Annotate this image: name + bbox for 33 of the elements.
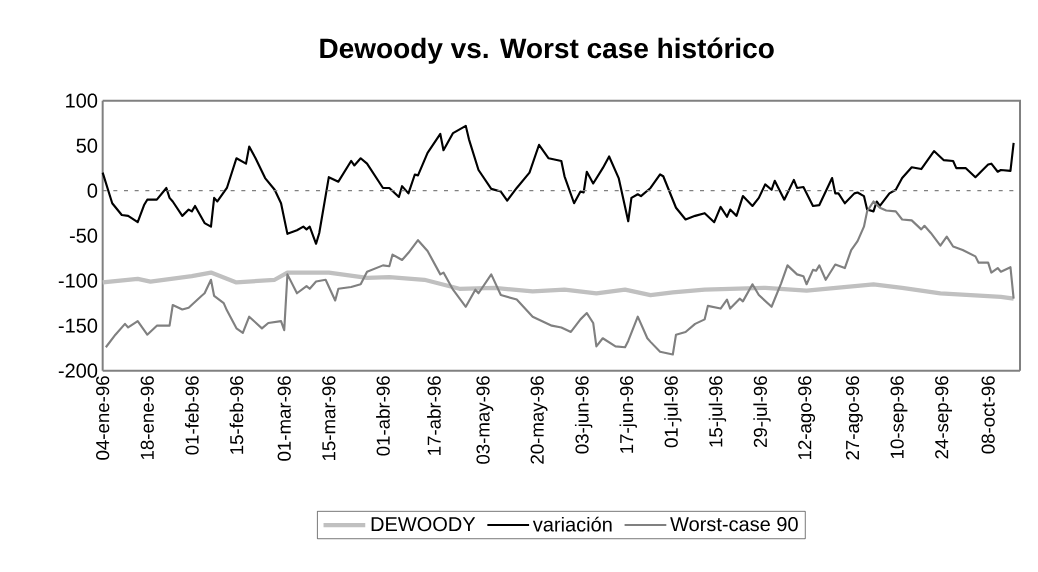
chart-title: Dewoody vs. Worst case histórico [320,37,774,64]
x-tick-label: 15-feb-96 [229,376,244,454]
x-tick-label: 17-jun-96 [619,376,637,453]
x-tick-label: 12-ago-96 [798,376,816,460]
x-tick-label: 01-jul-96 [664,376,682,448]
x-tick-label: 01-abr-96 [376,376,390,456]
x-tick-label: 03-jun-96 [574,376,593,454]
line-series [101,124,1015,245]
x-tick-label: 10-sep-96 [890,376,908,459]
x-tick-label: 18-ene-96 [140,376,154,460]
x-tick-label: 29-jul-96 [753,376,771,448]
y-tick-label: -200 [58,363,98,378]
legend-label: Worst-case 90 [670,517,798,532]
x-tick-label: 04-ene-96 [96,376,110,460]
y-tick-label: -50 [69,228,98,243]
legend-label: DEWOODY [371,517,476,532]
x-tick-label: 17-abr-96 [427,376,441,455]
y-tick-label: -150 [58,318,98,333]
x-tick-label: 20-may-96 [530,376,548,464]
x-tick-label: 27-ago-96 [845,376,863,460]
x-tick-label: 15-mar-96 [322,376,336,461]
x-tick-label: 15-jul-96 [708,376,727,447]
x-tick-label: 01-mar-96 [277,376,291,461]
y-tick-label: 0 [87,183,98,198]
y-tick-label: 100 [66,93,98,108]
x-tick-label: 03-may-96 [476,376,494,464]
x-tick-label: 24-sep-96 [935,376,953,459]
legend-label: variación [532,516,612,532]
x-tick-label: 01-feb-96 [185,376,199,455]
y-tick-label: -100 [58,273,98,288]
y-tick-label: 50 [76,138,98,153]
x-tick-label: 08-oct-96 [981,376,995,454]
line-series [100,270,1016,301]
